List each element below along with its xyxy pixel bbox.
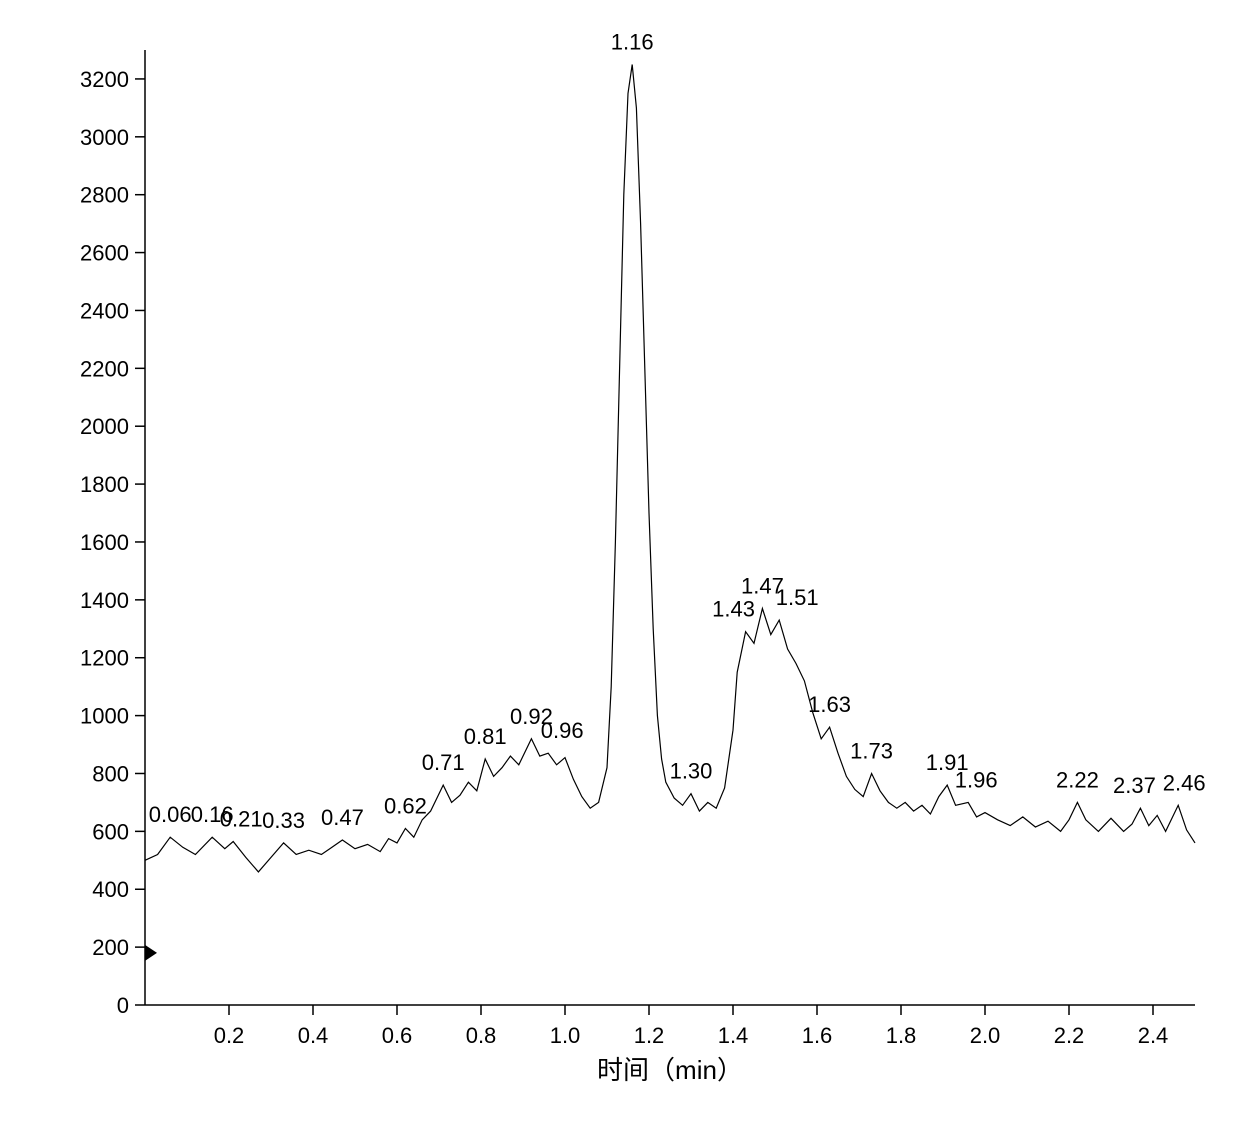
- peak-label: 0.71: [422, 750, 465, 775]
- x-tick-label: 2.0: [970, 1023, 1001, 1048]
- peak-label: 0.47: [321, 805, 364, 830]
- y-tick-label: 0: [117, 993, 129, 1018]
- peak-label: 1.43: [712, 597, 755, 622]
- y-tick-label: 1400: [80, 588, 129, 613]
- x-axis-title: 时间（min）: [597, 1055, 743, 1085]
- x-tick-label: 1.2: [634, 1023, 665, 1048]
- y-tick-label: 1800: [80, 472, 129, 497]
- peak-label: 1.16: [611, 29, 654, 54]
- y-tick-label: 600: [92, 819, 129, 844]
- x-tick-label: 0.2: [214, 1023, 245, 1048]
- chromatogram-line: [145, 65, 1195, 872]
- peak-label: 2.46: [1163, 770, 1206, 795]
- y-tick-label: 200: [92, 935, 129, 960]
- x-tick-label: 1.8: [886, 1023, 917, 1048]
- x-tick-label: 0.4: [298, 1023, 329, 1048]
- peak-label: 0.62: [384, 793, 427, 818]
- y-tick-label: 3200: [80, 67, 129, 92]
- chart-svg: 0.2 0.4 0.6 0.8 1.0 1.2 1.4 1.6 1.8 2.0 2.2 2.4 0 200…: [0, 0, 1240, 1129]
- y-tick-label: 2800: [80, 183, 129, 208]
- peak-label: 1.73: [850, 738, 893, 763]
- peak-label: 0.81: [464, 724, 507, 749]
- y-tick-label: 800: [92, 761, 129, 786]
- peak-label: 1.30: [670, 759, 713, 784]
- peak-label: 0.06: [149, 802, 192, 827]
- y-tick-label: 2200: [80, 356, 129, 381]
- y-tick-label: 2600: [80, 241, 129, 266]
- x-tick-label: 0.8: [466, 1023, 497, 1048]
- x-tick-label: 1.0: [550, 1023, 581, 1048]
- y-tick-label: 3000: [80, 125, 129, 150]
- chromatogram-chart: 0.2 0.4 0.6 0.8 1.0 1.2 1.4 1.6 1.8 2.0 2.2 2.4 0 200…: [0, 0, 1240, 1129]
- y-tick-label: 1200: [80, 646, 129, 671]
- y-tick-label: 1000: [80, 704, 129, 729]
- x-tick-label: 1.6: [802, 1023, 833, 1048]
- peak-label: 1.63: [808, 692, 851, 717]
- peak-label: 0.96: [541, 718, 584, 743]
- peak-label: 1.96: [955, 767, 998, 792]
- peak-label: 2.22: [1056, 767, 1099, 792]
- x-tick-label: 1.4: [718, 1023, 749, 1048]
- peak-label: 2.37: [1113, 773, 1156, 798]
- x-tick-label: 2.2: [1054, 1023, 1085, 1048]
- y-tick-label: 1600: [80, 530, 129, 555]
- x-tick-label: 0.6: [382, 1023, 413, 1048]
- peak-label: 0.21: [220, 806, 263, 831]
- peak-label: 1.51: [776, 585, 819, 610]
- y-tick-label: 400: [92, 877, 129, 902]
- x-tick-label: 2.4: [1138, 1023, 1169, 1048]
- peak-label: 0.33: [262, 808, 305, 833]
- axis-arrow: [145, 945, 157, 961]
- y-tick-label: 2400: [80, 298, 129, 323]
- y-tick-label: 2000: [80, 414, 129, 439]
